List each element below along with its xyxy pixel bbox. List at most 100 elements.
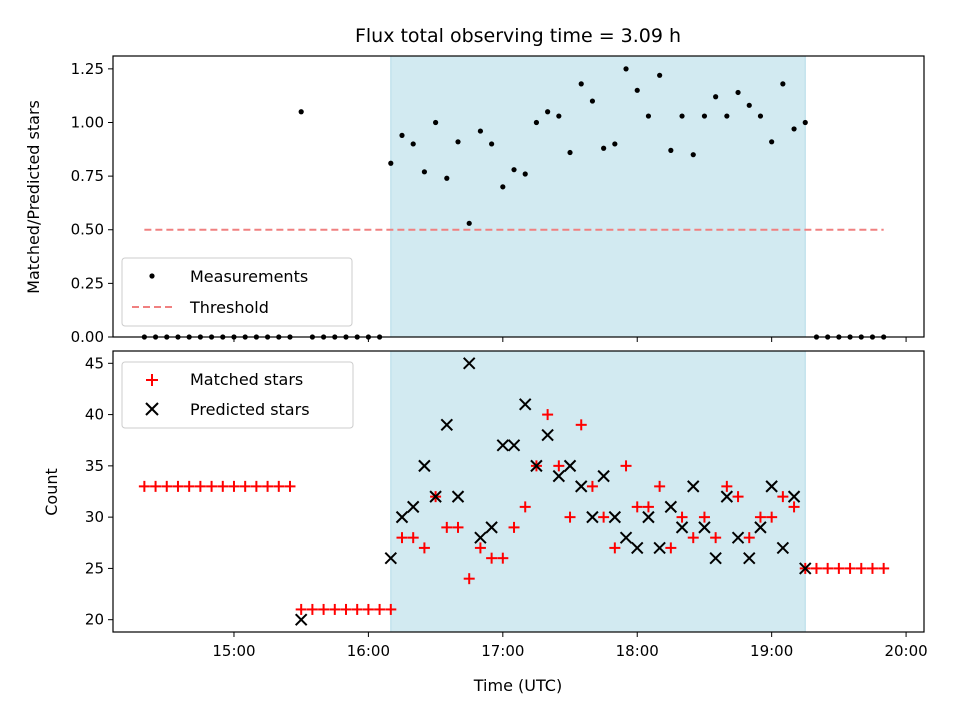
matched-star-point	[150, 480, 162, 492]
predicted-star-point	[743, 551, 756, 565]
measurement-point	[612, 141, 618, 147]
x-axis-label: Time (UTC)	[473, 676, 562, 695]
predicted-star-point	[530, 459, 543, 473]
top-x-ticks	[233, 337, 907, 342]
predicted-star-point	[496, 439, 510, 452]
measurement-point	[780, 81, 786, 87]
measurement-point	[578, 81, 584, 87]
measurement-point	[556, 113, 562, 119]
matched-star-point	[553, 460, 565, 472]
measurement-point	[511, 167, 517, 173]
measurement-point	[657, 72, 663, 78]
matched-star-point	[721, 480, 733, 492]
predicted-star-point	[765, 480, 778, 493]
matched-star-point	[217, 480, 229, 492]
y-tick-label: 1.25	[71, 60, 104, 78]
matched-star-point	[654, 480, 666, 492]
matched-star-point	[374, 603, 386, 615]
bottom-x-ticks: 15:00 16:00 17:00 18:00 19:00 20:00	[212, 632, 928, 660]
matched-star-point	[710, 532, 722, 544]
y-tick-label: 30	[85, 508, 104, 526]
x-tick-label: 15:00	[212, 642, 255, 660]
predicted-star-point	[675, 521, 689, 534]
predicted-star-point	[731, 531, 745, 544]
x-tick-label: 18:00	[616, 642, 659, 660]
matched-star-point	[732, 491, 744, 503]
top-panel: 0.00 0.25 0.50 0.75 1.00 1.25 Matched/Predict…	[24, 55, 925, 346]
bottom-y-ticks: 20 25 30 35 40 45	[85, 354, 113, 629]
measurement-point	[522, 171, 528, 177]
matched-star-point	[250, 480, 262, 492]
predicted-star-point	[485, 521, 498, 534]
measurement-point	[455, 139, 461, 145]
matched-star-point	[542, 409, 554, 421]
measurement-point	[724, 113, 730, 119]
predicted-star-point	[541, 428, 554, 442]
predicted-star-point	[395, 510, 409, 524]
measurement-point	[679, 113, 685, 119]
measurement-point	[746, 102, 752, 108]
measurement-point	[757, 113, 764, 119]
measurement-point	[421, 169, 428, 175]
predicted-star-point	[709, 551, 722, 565]
measurement-point	[645, 113, 652, 119]
matched-star-point	[575, 419, 587, 431]
measurement-point	[533, 119, 540, 126]
bottom-axes-frame	[112, 350, 925, 633]
measurement-point	[567, 149, 573, 156]
measurement-point	[589, 98, 596, 104]
legend-matched-marker	[146, 374, 158, 386]
matched-star-point	[810, 562, 822, 574]
top-shaded-region	[390, 55, 806, 338]
measurement-point	[791, 126, 797, 132]
predicted-star-point	[294, 613, 308, 626]
matched-star-point	[833, 562, 845, 574]
x-tick-label: 17:00	[481, 642, 524, 660]
bottom-legend-box	[121, 361, 354, 429]
y-tick-label: 20	[85, 611, 104, 629]
matched-star-point	[362, 603, 374, 615]
predicted-star-point	[552, 469, 566, 483]
measurement-point	[690, 152, 696, 158]
legend-threshold-label: Threshold	[189, 298, 269, 317]
predicted-star-point	[687, 480, 700, 493]
y-tick-label: 25	[85, 559, 104, 577]
matched-star-point	[508, 521, 520, 533]
matched-star-point	[206, 480, 218, 492]
measurement-point	[399, 132, 405, 138]
matched-star-point	[474, 542, 486, 554]
matched-star-point	[172, 480, 184, 492]
y-tick-label: 35	[85, 457, 104, 475]
matched-star-point	[441, 521, 453, 533]
predicted-star-point	[586, 510, 599, 524]
legend-predicted-label: Predicted stars	[190, 400, 310, 419]
predicted-star-point	[787, 490, 801, 503]
matched-star-point	[519, 501, 531, 513]
x-tick-label: 19:00	[750, 642, 793, 660]
measurement-point	[433, 119, 439, 126]
predicted-star-point	[776, 541, 790, 555]
predicted-star-point	[563, 459, 577, 473]
x-tick-label: 20:00	[884, 642, 927, 660]
predicted-star-point	[608, 510, 622, 524]
predicted-star-point	[754, 521, 767, 534]
matched-star-point	[642, 501, 654, 513]
predicted-star-point	[507, 439, 521, 452]
matched-star-point	[766, 511, 778, 523]
predicted-star-point	[440, 418, 454, 432]
measurement-point	[388, 160, 394, 166]
measurement-point	[623, 66, 629, 72]
matched-star-point	[138, 480, 150, 492]
measurement-point	[298, 109, 304, 115]
matched-star-point	[273, 480, 285, 492]
y-tick-label: 0.00	[71, 328, 104, 346]
matched-star-point	[698, 511, 710, 523]
matched-star-point	[463, 573, 475, 585]
measurement-point	[802, 119, 808, 126]
matched-star-point	[340, 603, 352, 615]
measurement-point	[634, 87, 640, 93]
matched-star-point	[228, 480, 240, 492]
predicted-star-point	[429, 490, 442, 503]
top-axes-frame	[112, 55, 925, 338]
matched-star-point	[329, 603, 341, 615]
